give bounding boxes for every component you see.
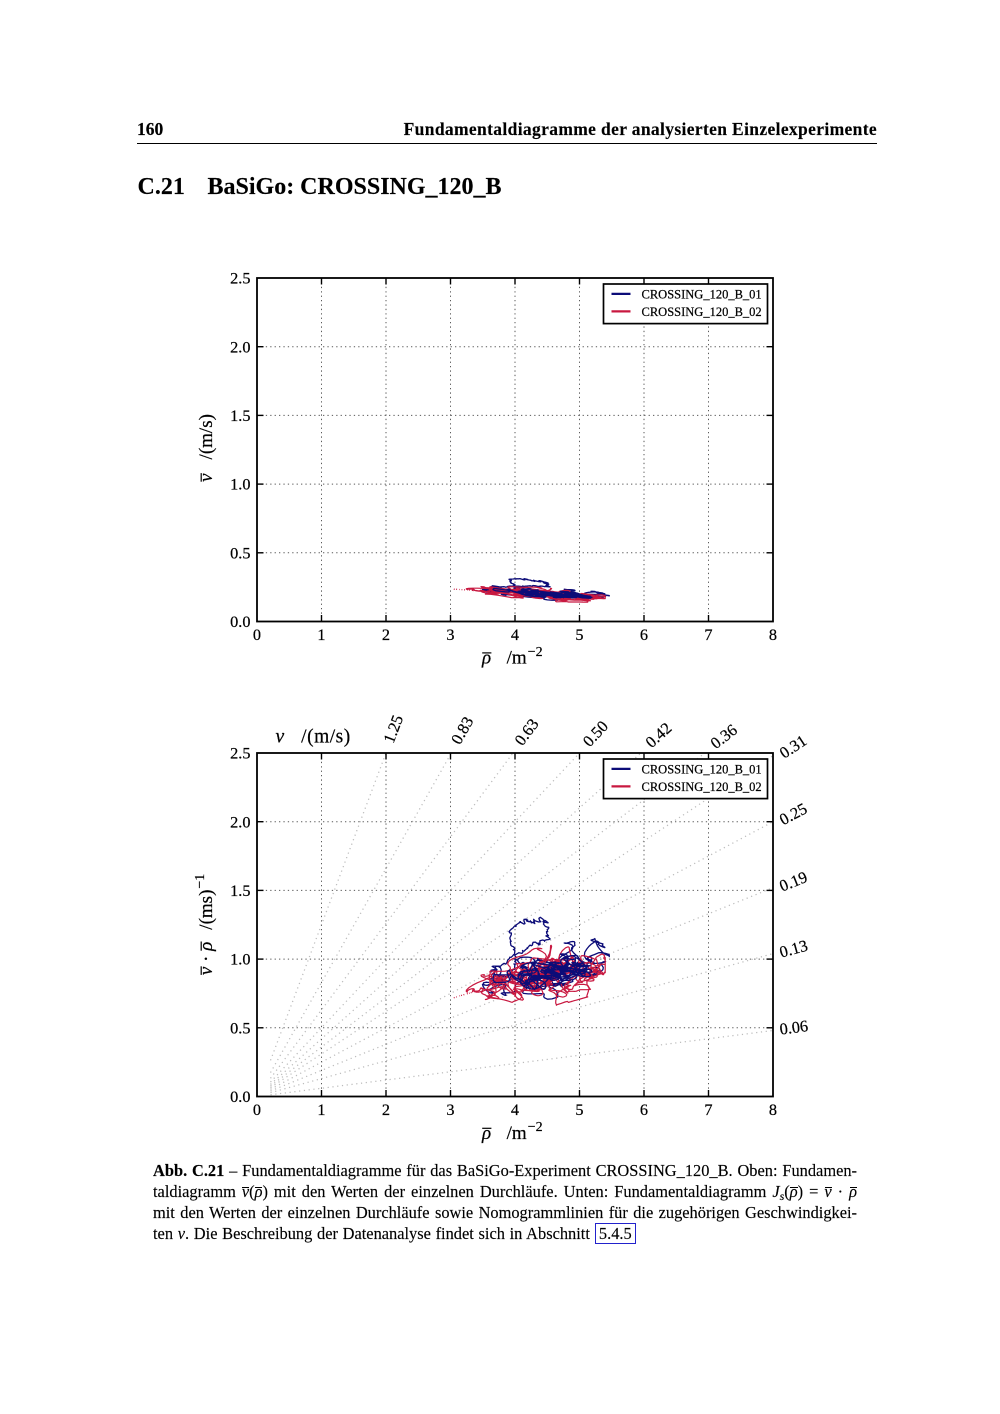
svg-text:ρ/m−2: ρ/m−2 [481,1120,543,1144]
svg-text:0.63: 0.63 [510,715,542,749]
svg-text:2.0: 2.0 [230,812,250,831]
svg-text:0.19: 0.19 [777,867,811,895]
svg-text:0.5: 0.5 [230,543,250,562]
svg-text:v/(m/s): v/(m/s) [196,414,217,482]
svg-text:0.50: 0.50 [579,717,612,751]
svg-text:CROSSING_120_B_02: CROSSING_120_B_02 [642,305,762,319]
svg-text:1.0: 1.0 [230,475,250,494]
svg-text:2.5: 2.5 [230,744,250,763]
svg-text:1: 1 [317,625,325,644]
svg-text:1.5: 1.5 [230,881,250,900]
svg-text:v/(m/s): v/(m/s) [276,727,351,748]
svg-text:6: 6 [640,1100,648,1119]
svg-text:0: 0 [253,625,261,644]
svg-text:3: 3 [446,625,454,644]
svg-text:5: 5 [575,1100,583,1119]
svg-text:CROSSING_120_B_02: CROSSING_120_B_02 [642,780,762,794]
svg-text:CROSSING_120_B_01: CROSSING_120_B_01 [642,762,762,776]
svg-text:3: 3 [446,1100,454,1119]
svg-text:ρ/m−2: ρ/m−2 [481,645,543,669]
svg-text:0.06: 0.06 [778,1016,809,1038]
svg-text:0.0: 0.0 [230,612,250,631]
svg-text:0: 0 [253,1100,261,1119]
svg-text:7: 7 [704,1100,712,1119]
svg-text:0.5: 0.5 [230,1018,250,1037]
svg-text:0.13: 0.13 [777,936,810,962]
svg-text:2: 2 [382,1100,390,1119]
svg-text:0.25: 0.25 [776,799,810,829]
svg-text:CROSSING_120_B_01: CROSSING_120_B_01 [642,287,762,301]
svg-text:1.5: 1.5 [230,406,250,425]
svg-text:0.83: 0.83 [447,713,478,747]
svg-text:2.0: 2.0 [230,337,250,356]
svg-text:7: 7 [704,625,712,644]
svg-text:2.5: 2.5 [230,269,250,288]
svg-text:0.42: 0.42 [641,718,675,751]
svg-text:0.36: 0.36 [707,720,741,752]
svg-text:0.31: 0.31 [776,731,810,763]
svg-text:0.0: 0.0 [230,1087,250,1106]
svg-text:4: 4 [511,625,519,644]
svg-text:4: 4 [511,1100,519,1119]
svg-text:8: 8 [769,1100,777,1119]
svg-text:5: 5 [575,625,583,644]
svg-text:2: 2 [382,625,390,644]
svg-text:6: 6 [640,625,648,644]
svg-text:1: 1 [317,1100,325,1119]
svg-text:v · ρ/(ms)−1: v · ρ/(ms)−1 [193,874,217,975]
svg-text:1.25: 1.25 [379,712,407,745]
svg-text:1.0: 1.0 [230,950,250,969]
svg-text:8: 8 [769,625,777,644]
